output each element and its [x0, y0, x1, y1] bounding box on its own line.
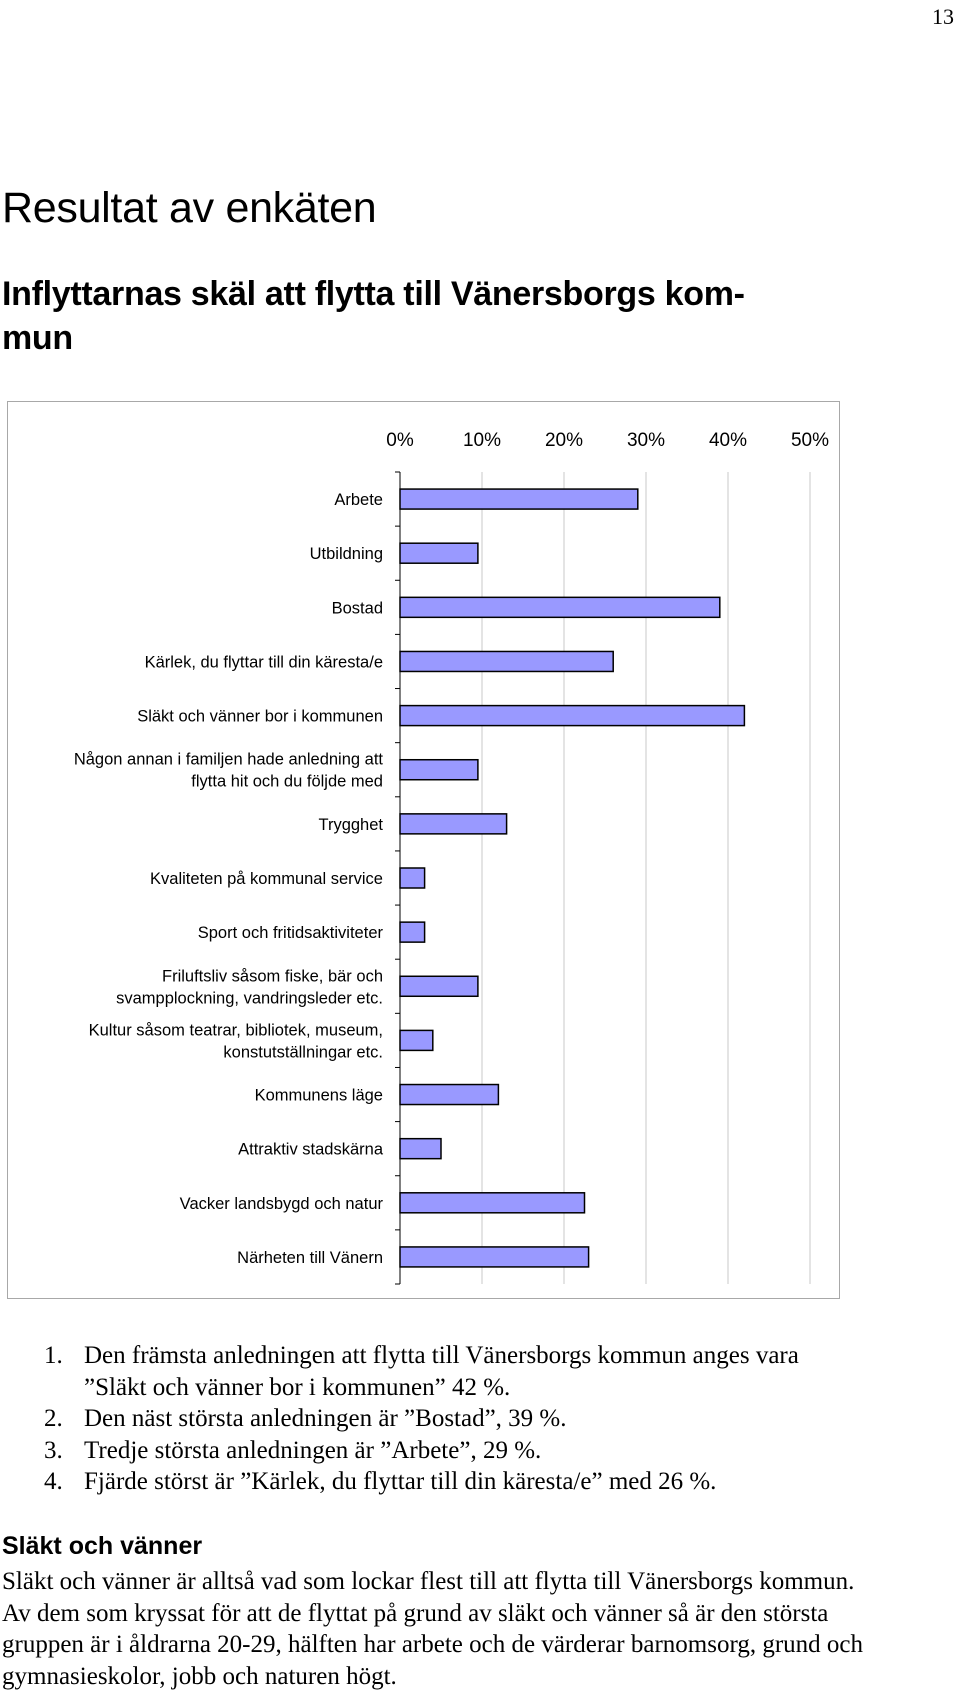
list-text: Fjärde störst är ”Kärlek, du flyttar til…	[84, 1468, 717, 1495]
tick-label: 40%	[709, 430, 747, 451]
chart-heading: Inflyttarnas skäl att flytta till Väners…	[2, 272, 862, 360]
list-number: 2.	[44, 1405, 63, 1432]
category-label: Sport och fritidsaktiviteter	[198, 924, 384, 942]
category-label-line: Friluftsliv såsom fiske, bär och	[162, 967, 383, 985]
bar-chart: 0% 10% 20% 30% 40% 50% Arbete Utbildning Bostad K…	[74, 430, 829, 1285]
category-label: Släkt och vänner bor i kommunen	[137, 708, 383, 726]
category-label-line: Utbildning	[310, 545, 383, 563]
chart-heading-line2: mun	[2, 319, 73, 357]
list-item: 3. Tredje största anledningen är ”Arbete”…	[44, 1435, 864, 1467]
section-heading: Släkt och vänner	[2, 1532, 203, 1560]
category-label-line: Närheten till Vänern	[237, 1249, 383, 1267]
list-number: 1.	[44, 1342, 63, 1369]
category-label: Kvaliteten på kommunal service	[150, 870, 383, 888]
category-label: Bostad	[332, 599, 383, 617]
category-label: Arbete	[334, 491, 383, 509]
category-label-line: Kärlek, du flyttar till din käresta/e	[145, 653, 383, 671]
tick-label: 20%	[545, 430, 583, 451]
category-label: Attraktiv stadskärna	[238, 1141, 384, 1159]
category-label-line: Släkt och vänner bor i kommunen	[137, 708, 383, 726]
category-label-line: Kommunens läge	[255, 1087, 383, 1105]
list-number: 4.	[44, 1468, 63, 1495]
category-label: Vacker landsbygd och natur	[180, 1195, 384, 1213]
bar	[399, 758, 479, 781]
bar	[399, 1137, 442, 1160]
category-label-line: Någon annan i familjen hade anledning at…	[74, 751, 384, 769]
category-label-line: Trygghet	[318, 816, 383, 834]
bar	[399, 542, 479, 564]
bar	[399, 867, 426, 889]
category-label-line: Arbete	[334, 491, 383, 509]
section-paragraph: Släkt och vänner är alltså vad som locka…	[2, 1568, 863, 1690]
category-label: Kommunens läge	[255, 1087, 383, 1105]
chart-frame: 0% 10% 20% 30% 40% 50% Arbete Utbildning Bostad K…	[7, 401, 840, 1299]
category-label: Närheten till Vänern	[237, 1249, 383, 1267]
list-item: 4. Fjärde störst är ”Kärlek, du flyttar t…	[44, 1466, 864, 1498]
list-text: Tredje största anledningen är ”Arbete”, …	[84, 1436, 542, 1464]
tick-label: 30%	[627, 430, 665, 451]
findings-list: 1. Den främsta anledningen att flytta til…	[44, 1340, 864, 1498]
list-text: Den näst största anledningen är ”Bostad”…	[84, 1405, 567, 1432]
category-label: Utbildning	[310, 545, 383, 563]
list-item: 1. Den främsta anledningen att flytta til…	[44, 1340, 864, 1403]
category-label-line: Vacker landsbygd och natur	[180, 1195, 384, 1213]
tick-label: 50%	[791, 430, 829, 451]
chart-heading-line1: Inflyttarnas skäl att flytta till Väners…	[2, 275, 745, 313]
bar	[399, 975, 479, 998]
tick-label: 0%	[386, 430, 414, 451]
category-label: Friluftsliv såsom fiske, bär och svampplo…	[116, 967, 383, 1007]
tick-label: 10%	[463, 430, 501, 451]
list-text: Den främsta anledningen att flytta till …	[84, 1342, 799, 1401]
bar	[399, 488, 639, 510]
category-label: Kultur såsom teatrar, bibliotek, museum,…	[89, 1021, 383, 1061]
category-label-line: konstutställningar etc.	[223, 1043, 383, 1061]
category-label-line: Attraktiv stadskärna	[238, 1141, 384, 1159]
bar	[399, 1083, 500, 1106]
bar	[399, 1029, 434, 1052]
bar	[399, 704, 746, 727]
list-number: 3.	[44, 1436, 63, 1464]
category-label-line: Kultur såsom teatrar, bibliotek, museum,	[89, 1021, 383, 1039]
list-item: 2. Den näst största anledningen är ”Bosta…	[44, 1403, 864, 1435]
category-label-line: Sport och fritidsaktiviteter	[198, 924, 384, 942]
bar	[399, 1246, 590, 1268]
page-number: 13	[932, 4, 954, 29]
bar	[399, 1192, 586, 1214]
bar	[399, 813, 508, 835]
category-label-line: Bostad	[332, 599, 383, 617]
category-label-line: svampplockning, vandringsleder etc.	[116, 989, 383, 1007]
bar	[399, 596, 721, 619]
category-label-line: flytta hit och du följde med	[191, 773, 383, 791]
category-label-line: Kvaliteten på kommunal service	[150, 870, 383, 888]
bar	[399, 921, 426, 943]
bar	[399, 650, 614, 673]
category-label: Kärlek, du flyttar till din käresta/e	[145, 653, 383, 671]
page-title: Resultat av enkäten	[2, 184, 377, 232]
category-label: Någon annan i familjen hade anledning at…	[74, 751, 384, 791]
category-label: Trygghet	[318, 816, 383, 834]
